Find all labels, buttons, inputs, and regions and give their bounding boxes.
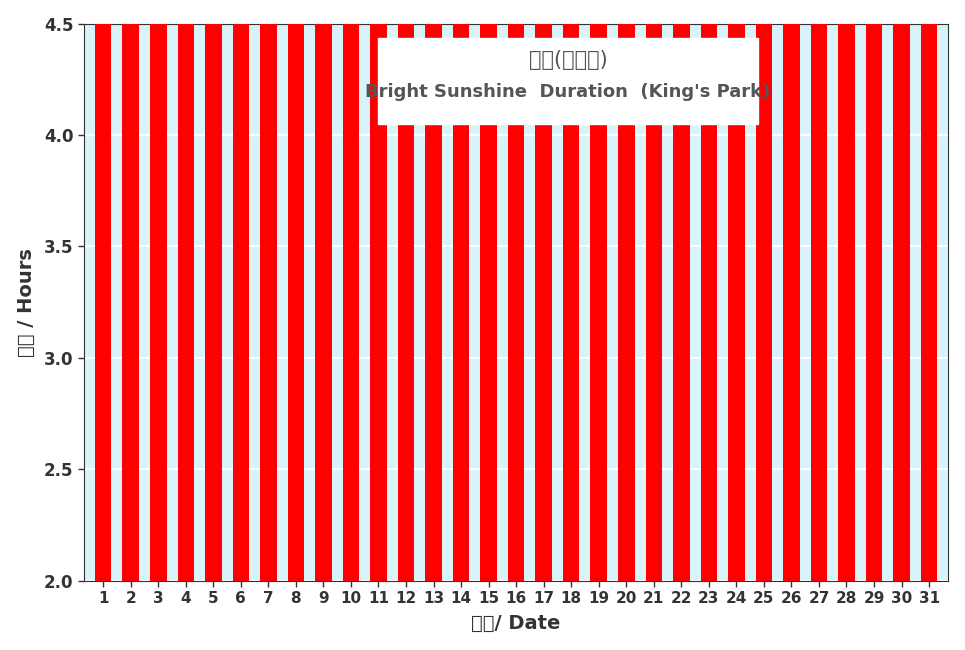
Bar bbox=[866, 0, 882, 580]
Bar bbox=[261, 0, 277, 580]
FancyBboxPatch shape bbox=[378, 38, 758, 124]
Bar bbox=[536, 0, 552, 580]
Bar bbox=[618, 0, 635, 580]
Bar bbox=[123, 0, 139, 580]
Bar bbox=[178, 0, 194, 580]
Bar bbox=[563, 0, 579, 580]
Bar bbox=[205, 0, 222, 580]
Bar bbox=[921, 0, 937, 580]
Y-axis label: 小時 / Hours: 小時 / Hours bbox=[16, 248, 36, 357]
Bar bbox=[839, 0, 855, 580]
Text: Bright Sunshine  Duration  (King's Park): Bright Sunshine Duration (King's Park) bbox=[366, 83, 771, 101]
Bar bbox=[398, 0, 414, 580]
Bar bbox=[784, 0, 800, 580]
Bar bbox=[811, 0, 827, 580]
Bar bbox=[673, 0, 690, 580]
Bar bbox=[426, 0, 442, 580]
Bar bbox=[756, 0, 772, 580]
Bar bbox=[453, 0, 469, 580]
Bar bbox=[343, 0, 359, 580]
X-axis label: 日期/ Date: 日期/ Date bbox=[472, 614, 561, 633]
Bar bbox=[729, 0, 745, 580]
Bar bbox=[288, 0, 304, 580]
Bar bbox=[894, 0, 910, 580]
Bar bbox=[701, 0, 717, 580]
Bar bbox=[95, 0, 111, 580]
Bar bbox=[233, 0, 249, 580]
Bar bbox=[150, 0, 167, 580]
Bar bbox=[481, 1, 497, 580]
Bar bbox=[591, 0, 607, 580]
Bar bbox=[316, 0, 332, 580]
Bar bbox=[646, 0, 662, 580]
Bar bbox=[508, 23, 524, 580]
Bar bbox=[371, 0, 387, 580]
Text: 日照(京士柏): 日照(京士柏) bbox=[529, 50, 607, 70]
